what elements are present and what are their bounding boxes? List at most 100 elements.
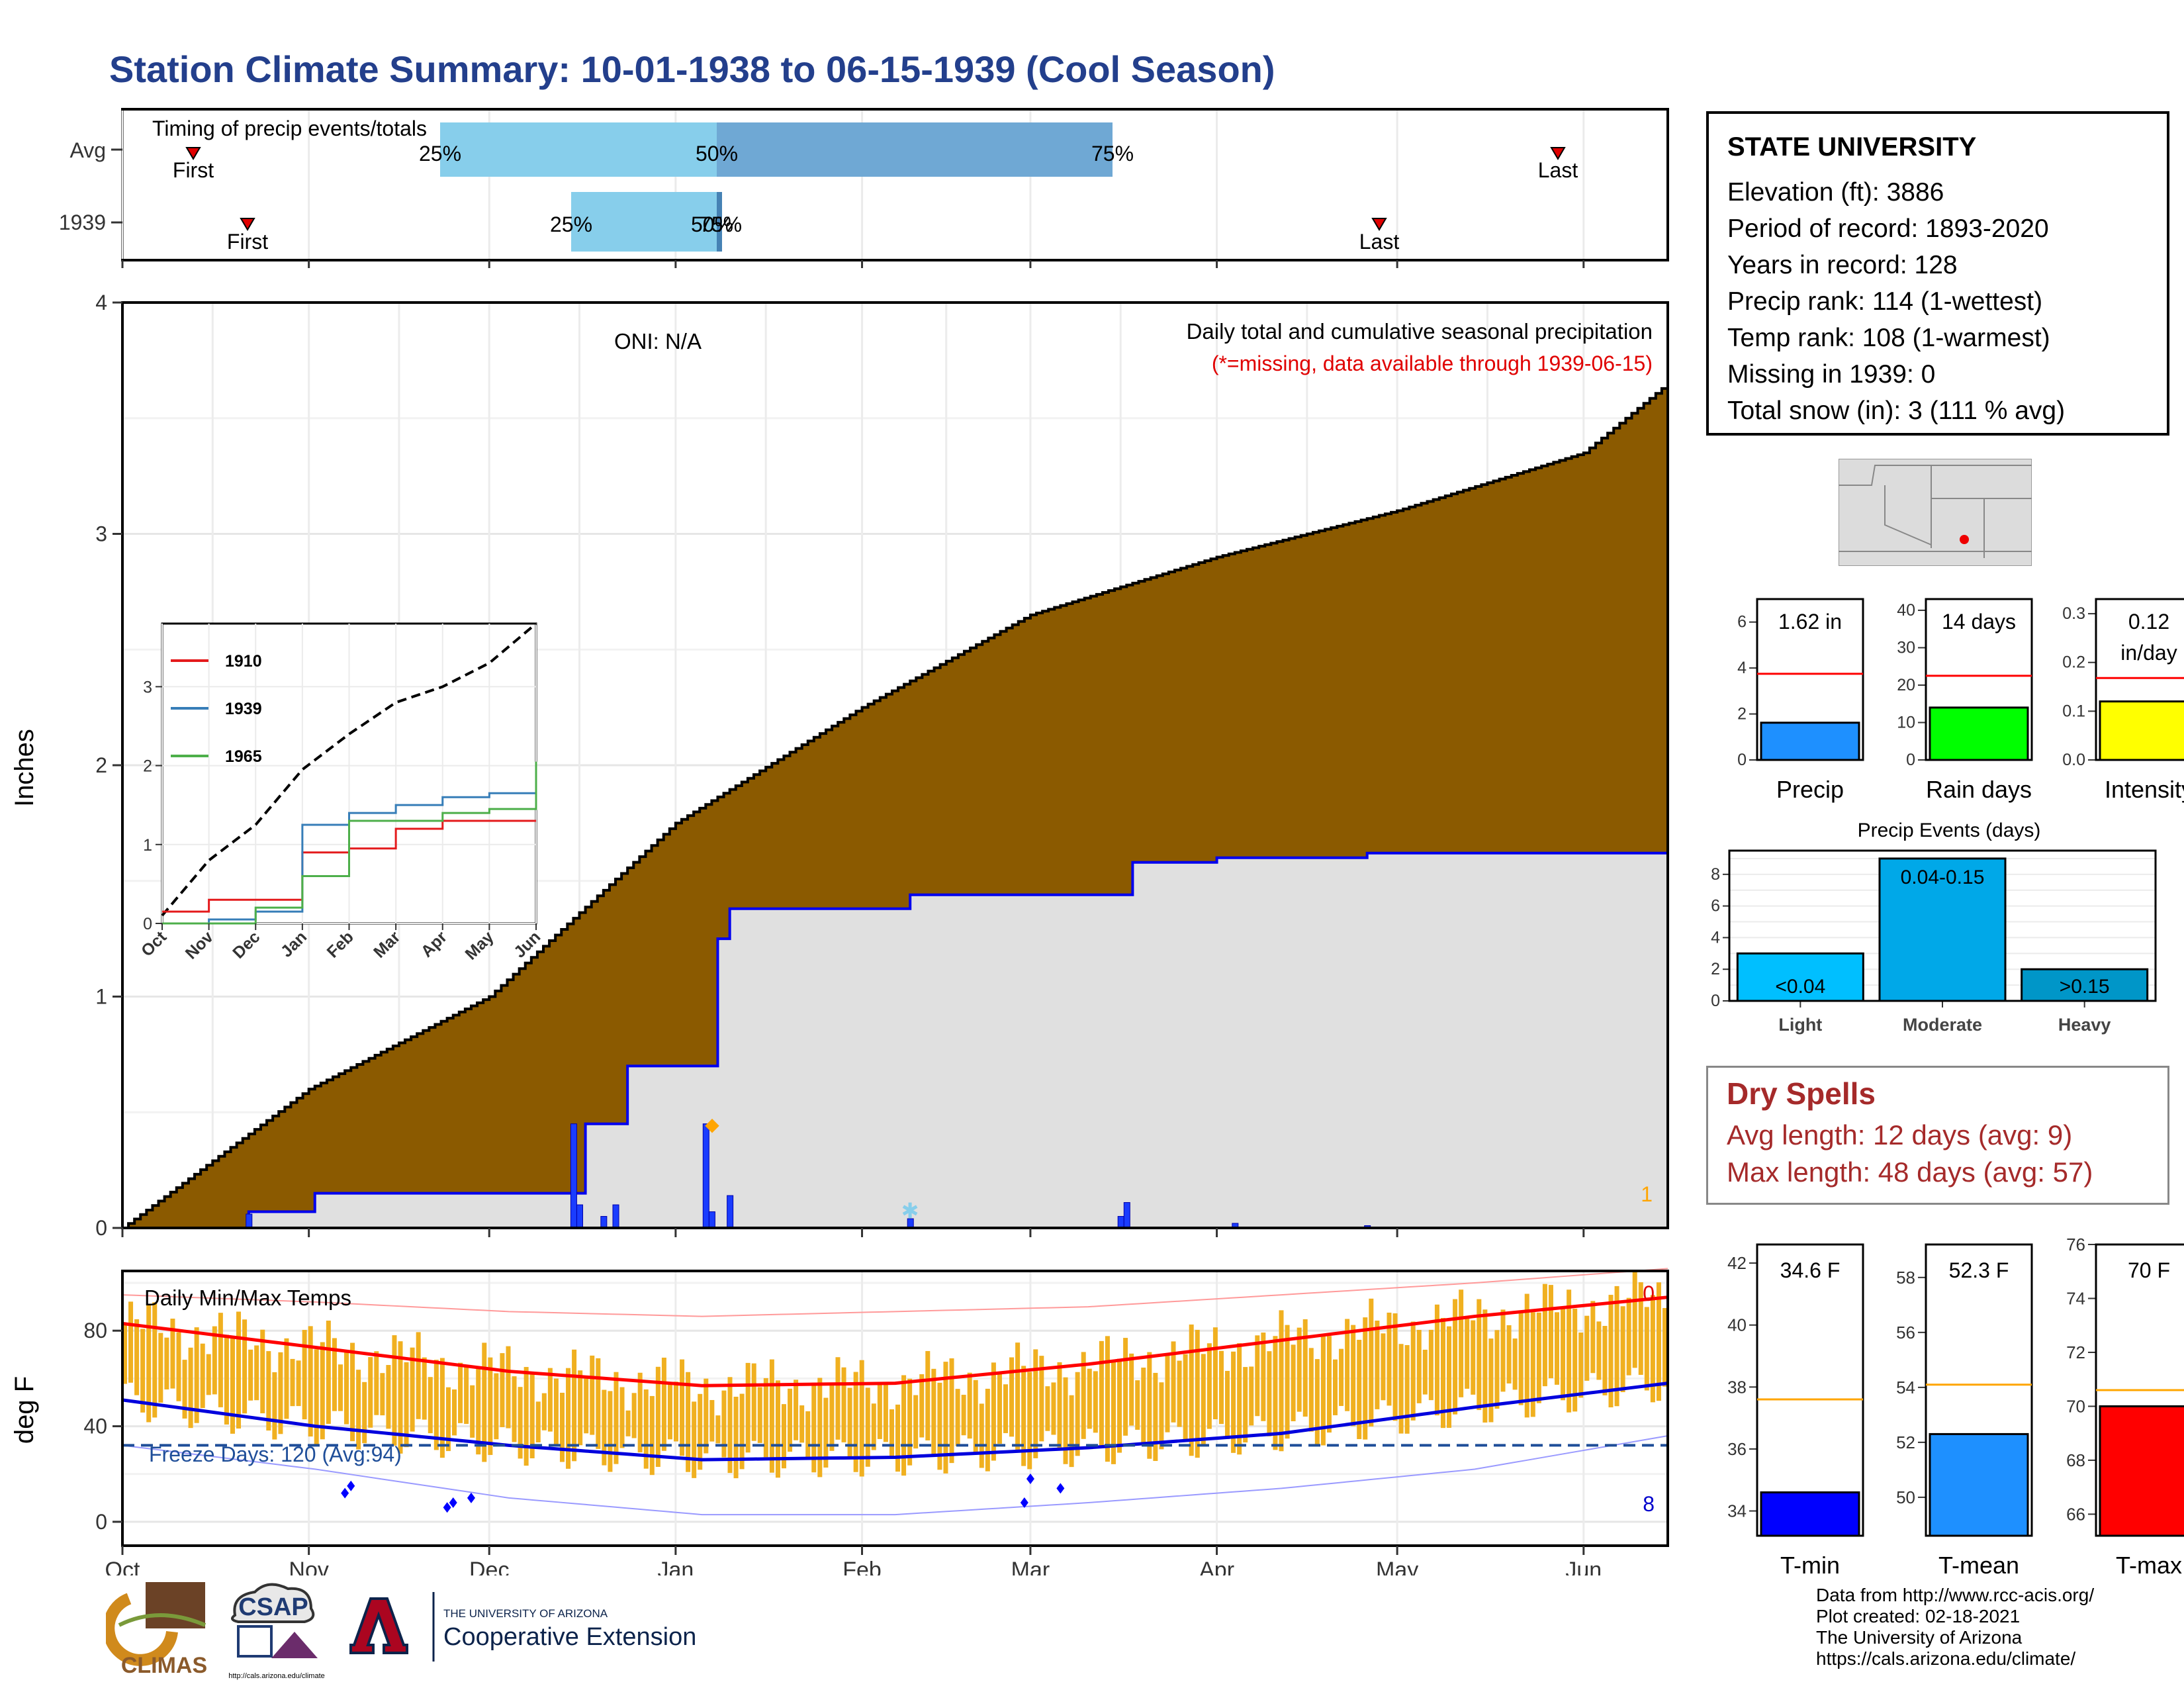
temp-day-bar xyxy=(655,1366,660,1467)
temp-day-bar xyxy=(1548,1285,1553,1379)
temp-day-bar xyxy=(368,1357,373,1428)
temp-day-bar xyxy=(739,1393,745,1470)
inset-year-line xyxy=(162,761,537,925)
temp-day-bar xyxy=(164,1337,169,1389)
temp-plot-bg xyxy=(122,1271,1668,1546)
temp-day-bar xyxy=(1471,1320,1476,1395)
temp-summary-y-tick-label: 50 xyxy=(1896,1487,1915,1507)
temp-day-bar xyxy=(362,1382,367,1444)
temp-lines xyxy=(122,1268,1668,1516)
temp-summary-value: 52.3 F xyxy=(1949,1258,2009,1282)
temp-day-bar xyxy=(326,1321,331,1424)
temp-day-bar xyxy=(230,1336,235,1434)
temp-day-bar xyxy=(1081,1352,1086,1439)
temp-ylabel: deg F xyxy=(10,1376,39,1444)
temp-day-bar xyxy=(631,1393,637,1438)
year-first-marker xyxy=(240,218,255,231)
temp-day-bar xyxy=(260,1329,265,1414)
mini-y-tick-label: 0 xyxy=(1737,751,1747,769)
temp-day-bar xyxy=(1536,1312,1541,1403)
temp-day-bar xyxy=(1398,1344,1404,1434)
temp-day-bar xyxy=(1614,1286,1619,1407)
station-snow: Total snow (in): 3 (111 % avg) xyxy=(1727,397,2066,425)
temp-day-bar xyxy=(1267,1351,1272,1436)
temp-day-bar xyxy=(1057,1362,1062,1450)
main-y-tick-label: 4 xyxy=(95,291,107,314)
inset-y-tick-label: 3 xyxy=(143,678,152,696)
mini-value-bar xyxy=(2099,700,2184,761)
temp-day-bar xyxy=(535,1401,541,1442)
temp-summary-y-tick-label: 66 xyxy=(2066,1504,2085,1524)
temp-summary-y-tick-label: 74 xyxy=(2066,1288,2085,1308)
freeze-marker xyxy=(449,1497,457,1509)
temp-day-bar xyxy=(590,1355,595,1435)
temp-range-bars xyxy=(122,1271,1667,1479)
mini-y-tick-label: 0.2 xyxy=(2062,653,2085,672)
freeze-marker xyxy=(443,1502,451,1513)
temp-day-bar xyxy=(284,1338,289,1419)
temp-day-bar xyxy=(637,1372,643,1453)
temp-day-bar xyxy=(1351,1325,1356,1427)
temp-day-bar xyxy=(991,1362,996,1461)
month-label: Nov xyxy=(289,1558,328,1575)
temp-day-bar xyxy=(428,1377,433,1434)
freeze-marker xyxy=(1020,1497,1028,1509)
temp-day-bar xyxy=(931,1368,936,1455)
temp-day-bar xyxy=(757,1387,762,1443)
month-label: Jan xyxy=(657,1558,694,1575)
events-title: Precip Events (days) xyxy=(1858,820,2041,841)
temp-day-bar xyxy=(350,1342,355,1442)
temp-plot-frame xyxy=(121,1270,1669,1547)
temp-day-bar xyxy=(979,1403,984,1468)
temp-day-bar xyxy=(1279,1310,1284,1452)
ua-small-text: THE UNIVERSITY OF ARIZONA xyxy=(443,1607,608,1620)
temp-day-bar xyxy=(224,1335,229,1425)
main-y-tick-label: 1 xyxy=(95,985,107,1009)
temp-day-bar xyxy=(290,1358,295,1407)
temp-day-bar xyxy=(704,1378,709,1454)
month-label: Mar xyxy=(1011,1558,1050,1575)
temp-y-tick-label: 80 xyxy=(83,1319,107,1342)
temp-day-bar xyxy=(895,1404,901,1472)
temp-day-bar xyxy=(1255,1335,1260,1417)
mini-y-tick-label: 10 xyxy=(1897,713,1915,731)
temp-y-tick-label: 40 xyxy=(83,1415,107,1438)
temp-day-bar xyxy=(1440,1317,1445,1429)
event-bar xyxy=(1878,857,2007,1002)
temp-day-bar xyxy=(1572,1308,1578,1412)
temp-bottom-count: 8 xyxy=(1643,1492,1655,1516)
temp-day-bar xyxy=(805,1411,811,1458)
temp-day-bar xyxy=(1212,1327,1218,1420)
temp-day-bar xyxy=(320,1342,325,1440)
credit-data-source: Data from http://www.rcc-acis.org/ xyxy=(1816,1585,2095,1605)
freeze-markers xyxy=(341,1473,1065,1513)
temp-day-bar xyxy=(1189,1324,1194,1456)
temp-day-bar xyxy=(1195,1329,1200,1458)
daily-precip-bar xyxy=(727,1195,734,1229)
temp-day-bar xyxy=(1530,1312,1535,1417)
temp-day-bar xyxy=(1015,1342,1021,1452)
month-label: Dec xyxy=(469,1558,509,1575)
temp-day-bar xyxy=(1375,1320,1380,1409)
events-y-tick-label: 4 xyxy=(1711,928,1720,947)
temp-day-bar xyxy=(1656,1282,1661,1401)
temp-day-bar xyxy=(1567,1289,1572,1413)
temp-day-bar xyxy=(1075,1372,1080,1456)
temp-day-bar xyxy=(445,1387,451,1452)
main-y-tick-label: 3 xyxy=(95,522,107,546)
temp-day-bar xyxy=(500,1353,505,1427)
daily-precip-bar xyxy=(570,1123,577,1229)
temp-day-bar xyxy=(847,1387,852,1457)
temp-summary-bar xyxy=(2099,1405,2184,1537)
station-missing: Missing in 1939: 0 xyxy=(1727,360,1936,389)
temp-day-bar xyxy=(451,1389,457,1436)
temp-day-bar xyxy=(1141,1367,1146,1445)
temp-day-bar xyxy=(661,1357,666,1451)
temp-day-bar xyxy=(614,1372,619,1464)
temp-day-bar xyxy=(1626,1297,1631,1376)
temp-day-bar xyxy=(1482,1309,1488,1423)
inset-year-line xyxy=(162,792,536,925)
temp-day-bar xyxy=(799,1405,805,1443)
avg-iqr-high xyxy=(717,122,1113,177)
temp-day-bar xyxy=(182,1360,187,1419)
